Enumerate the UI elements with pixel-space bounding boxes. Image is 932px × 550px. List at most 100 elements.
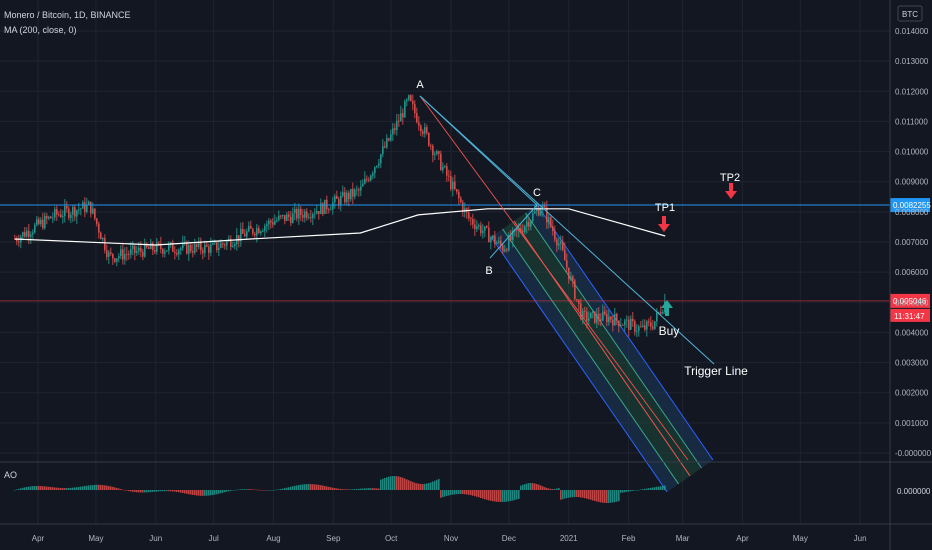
candle-body (406, 99, 408, 102)
ao-bar (114, 487, 116, 490)
y-tick-label: 0.012000 (895, 87, 929, 96)
ao-bar (236, 489, 238, 491)
candle-body (156, 242, 158, 252)
candle-body (598, 313, 600, 320)
candle-body (58, 214, 60, 216)
candle-body (22, 232, 24, 237)
candle-body (492, 235, 494, 238)
candle-body (214, 242, 216, 244)
ao-bar (534, 483, 536, 490)
ao-bar (430, 482, 432, 490)
candle-body (396, 120, 398, 131)
candle-body (508, 235, 510, 251)
candle-body (104, 237, 106, 251)
ao-bar (242, 489, 244, 490)
ao-bar (664, 485, 666, 490)
tp2-arrow-icon (725, 183, 737, 199)
candle-body (310, 217, 312, 219)
ao-bar (244, 489, 246, 490)
candle-body (410, 95, 412, 101)
ao-bar (412, 481, 414, 490)
candle-body (646, 321, 648, 330)
candle-body (132, 245, 134, 249)
candle-body (94, 208, 96, 219)
candle-body (68, 208, 70, 218)
candle-body (526, 221, 528, 227)
candle-body (76, 210, 78, 217)
ao-bar (164, 490, 166, 492)
ao-bar (28, 486, 30, 490)
candle-body (158, 242, 160, 244)
ao-bar (400, 477, 402, 490)
indicator-title[interactable]: MA (200, close, 0) (4, 25, 77, 35)
candle-body (532, 213, 534, 222)
ao-bar (80, 486, 82, 490)
candle-body (142, 251, 144, 257)
candle-body (380, 154, 382, 164)
candle-body (286, 214, 288, 221)
ao-bar (600, 490, 602, 503)
ao-bar (398, 476, 400, 490)
ao-bar (270, 490, 272, 491)
ao-bar (474, 490, 476, 497)
ao-bar (362, 488, 364, 490)
candle-body (222, 243, 224, 245)
candle-body (116, 258, 118, 262)
ao-bar (222, 490, 224, 493)
candle-body (358, 189, 360, 191)
ao-bar (50, 487, 52, 490)
ao-bar (502, 490, 504, 502)
ao-bar (304, 484, 306, 490)
ao-bar (604, 490, 606, 503)
ao-bar (338, 488, 340, 490)
ao-bar (86, 485, 88, 490)
candle-body (220, 243, 222, 248)
candle-body (90, 201, 92, 214)
candle-body (464, 208, 466, 212)
candle-body (296, 209, 298, 219)
candle-body (176, 253, 178, 255)
ao-bar (402, 477, 404, 490)
candle-body (364, 178, 366, 184)
candle-body (432, 145, 434, 156)
candle-body (244, 233, 246, 237)
candle-body (512, 230, 514, 240)
ao-bar (264, 490, 266, 491)
candle-body (470, 218, 472, 220)
candle-body (562, 241, 564, 250)
ao-bar (74, 487, 76, 490)
candle-body (50, 216, 52, 219)
candle-body (178, 250, 180, 255)
ao-bar (572, 490, 574, 498)
candle-body (204, 244, 206, 254)
ao-bar (624, 490, 626, 493)
candle-body (338, 198, 340, 206)
ao-bar (34, 486, 36, 490)
candle-body (202, 250, 204, 254)
ao-bar (310, 484, 312, 490)
ao-bar (202, 490, 204, 496)
ao-bar (484, 490, 486, 500)
ao-bar (152, 490, 154, 492)
candle-body (368, 179, 370, 181)
ao-bar (98, 484, 100, 490)
ao-bar (174, 490, 176, 492)
candle-body (154, 250, 156, 252)
ao-bar (494, 490, 496, 502)
candle-body (88, 201, 90, 205)
candle-body (294, 209, 296, 214)
ao-bar (508, 490, 510, 502)
ao-bar (454, 490, 456, 495)
ao-bar (132, 490, 134, 492)
candle-body (420, 125, 422, 132)
y-tick-label: 0.005000 (895, 298, 929, 307)
ao-bar (144, 490, 146, 493)
candle-body (164, 251, 166, 254)
ao-bar (54, 487, 56, 490)
ao-bar (108, 485, 110, 490)
candle-body (346, 192, 348, 203)
ao-label[interactable]: AO (4, 470, 17, 480)
candle-body (516, 229, 518, 231)
symbol-title[interactable]: Monero / Bitcoin, 1D, BINANCE (4, 10, 131, 20)
ao-bar (30, 486, 32, 490)
